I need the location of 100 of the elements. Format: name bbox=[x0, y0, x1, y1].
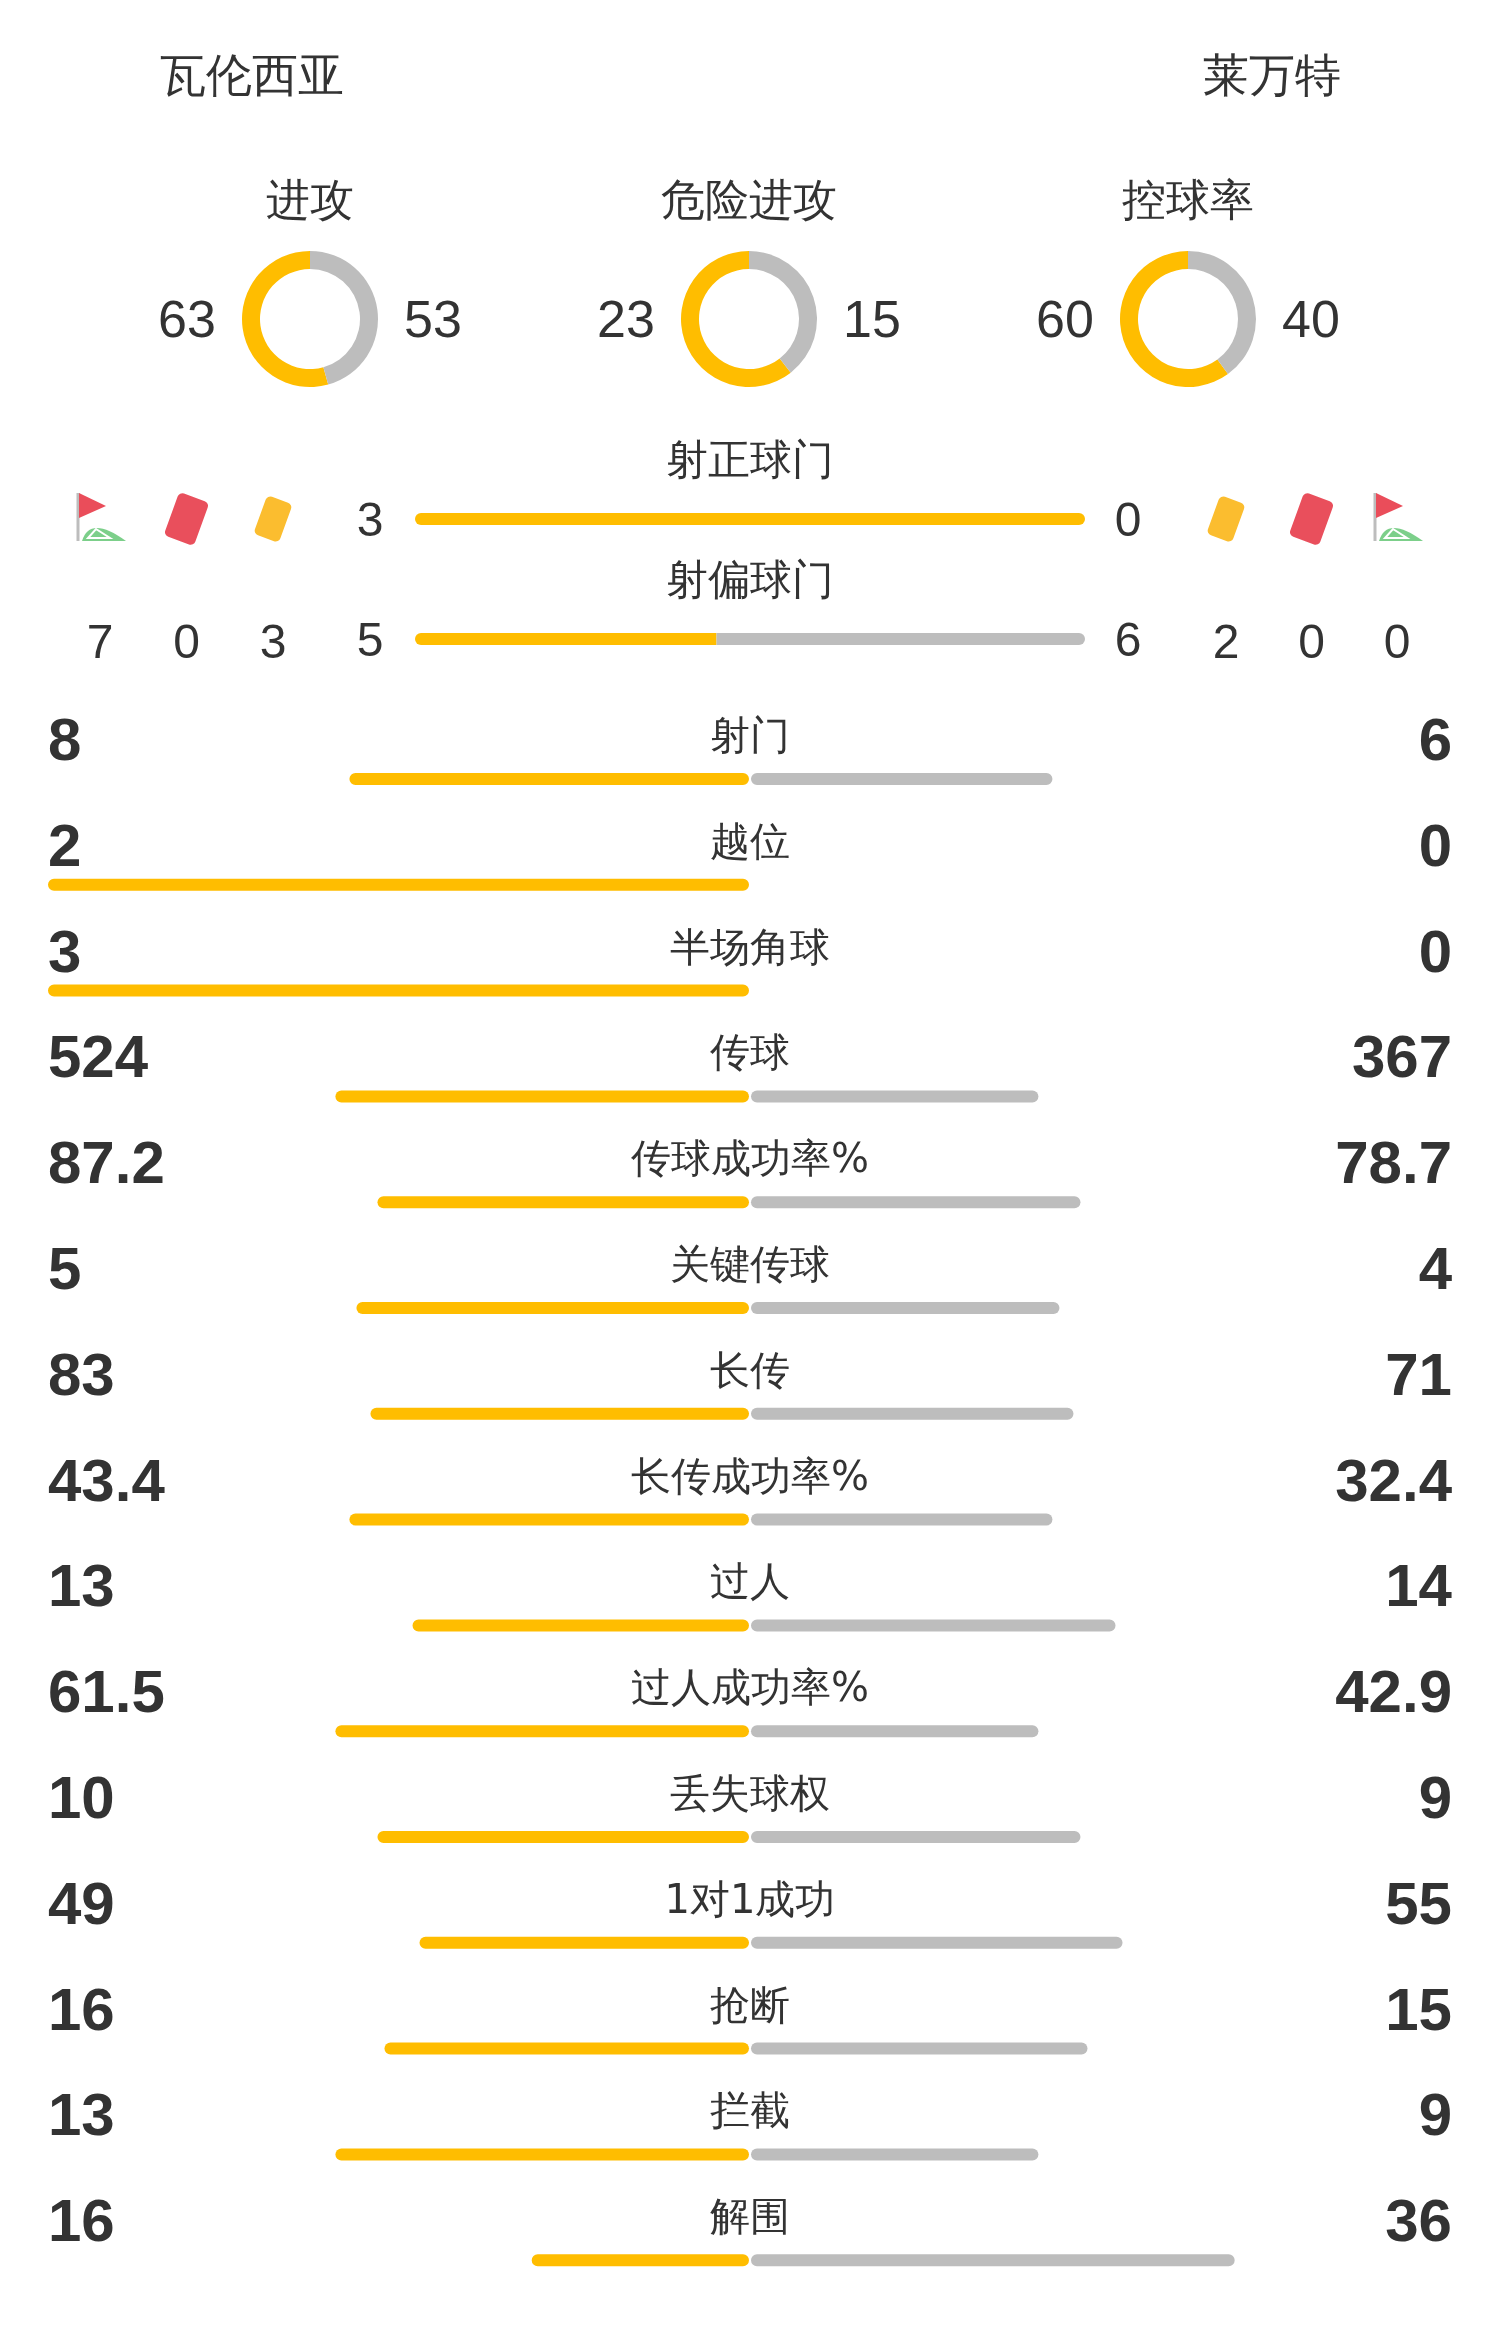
bar bbox=[377, 1831, 749, 1843]
text: 7 bbox=[86, 614, 114, 668]
donut-slice bbox=[1120, 251, 1228, 387]
donut-slice bbox=[242, 251, 329, 387]
text: 55 bbox=[1385, 1869, 1452, 1937]
y-tick-label: 关键传球 bbox=[670, 1241, 830, 1287]
text: 42.9 bbox=[1335, 1657, 1452, 1725]
bar bbox=[377, 1196, 749, 1209]
text: 4 bbox=[1418, 1234, 1453, 1302]
annotation: 49 bbox=[48, 1869, 115, 1937]
bar bbox=[751, 1725, 1039, 1738]
text: 71 bbox=[1385, 1340, 1452, 1408]
annotation: 3 bbox=[48, 917, 82, 985]
annotation: 2 bbox=[48, 811, 82, 879]
bar bbox=[412, 1619, 749, 1632]
data-label: 53 bbox=[404, 290, 462, 348]
y-tick-label: 长传成功率% bbox=[630, 1452, 870, 1499]
y-tick-label: 丢失球权 bbox=[670, 1770, 830, 1816]
bar bbox=[335, 2148, 749, 2161]
text: 3 bbox=[259, 614, 287, 668]
chart-title: 控球率 bbox=[1122, 173, 1254, 225]
bar bbox=[751, 1513, 1053, 1526]
text: 0 bbox=[1418, 917, 1452, 985]
donut-slice bbox=[310, 251, 378, 385]
data-label: 40 bbox=[1282, 290, 1340, 348]
text: 6 bbox=[1114, 612, 1142, 666]
donut-slice bbox=[749, 251, 817, 373]
y-tick-label: 1对1成功 bbox=[664, 1875, 836, 1922]
y-tick-label: 抢断 bbox=[710, 1981, 790, 2028]
bar bbox=[751, 1407, 1074, 1420]
bar bbox=[751, 2042, 1088, 2055]
y-tick-label: 传球成功率% bbox=[630, 1135, 870, 1182]
text: 0 bbox=[1418, 811, 1452, 879]
text: 瓦伦西亚 bbox=[160, 48, 344, 102]
data-label: 60 bbox=[1036, 290, 1094, 348]
data-label: 63 bbox=[158, 290, 216, 348]
text: 9 bbox=[1418, 2080, 1452, 2148]
bar bbox=[356, 1302, 749, 1314]
y-tick-label: 解围 bbox=[710, 2193, 790, 2240]
bar bbox=[349, 1513, 749, 1526]
data-label: 23 bbox=[597, 290, 655, 348]
text: 2 bbox=[1212, 614, 1240, 668]
bar bbox=[335, 1090, 749, 1103]
annotation: 13 bbox=[48, 2080, 115, 2148]
text: 78.7 bbox=[1335, 1128, 1452, 1196]
bar bbox=[335, 1725, 749, 1738]
text: 6 bbox=[1418, 705, 1452, 773]
text: 0 bbox=[1298, 614, 1325, 668]
bar bbox=[419, 1936, 749, 1949]
data-label: 15 bbox=[843, 290, 901, 348]
bar bbox=[751, 1196, 1081, 1209]
y-tick-label: 越位 bbox=[710, 817, 790, 864]
annotation: 5 bbox=[48, 1234, 82, 1302]
annotation: 83 bbox=[48, 1340, 115, 1408]
annotation: 8 bbox=[48, 705, 82, 773]
text: 0 bbox=[1383, 614, 1411, 668]
text: 3 bbox=[356, 492, 384, 546]
y-tick-label: 传球 bbox=[710, 1029, 790, 1076]
bar bbox=[370, 1407, 749, 1420]
donut-slice bbox=[681, 251, 791, 387]
bar bbox=[384, 2042, 749, 2055]
text: 14 bbox=[1385, 1551, 1453, 1619]
y-tick-label: 长传 bbox=[710, 1346, 790, 1393]
y-tick-label: 半场角球 bbox=[670, 923, 830, 970]
y-tick-label: 过人 bbox=[710, 1558, 790, 1605]
text: 36 bbox=[1385, 2186, 1452, 2254]
bar bbox=[751, 1831, 1081, 1843]
annotation: 16 bbox=[48, 1975, 115, 2043]
text: 367 bbox=[1351, 1022, 1452, 1090]
y-tick-label: 过人成功率% bbox=[630, 1664, 870, 1711]
annotation: 43.4 bbox=[48, 1446, 166, 1514]
text: 32.4 bbox=[1335, 1446, 1453, 1514]
y-tick-label: 射门 bbox=[710, 712, 790, 758]
text: 5 bbox=[356, 612, 384, 666]
y-tick-label: 射偏球门 bbox=[666, 554, 834, 604]
text: 9 bbox=[1418, 1763, 1452, 1831]
bar bbox=[751, 1302, 1060, 1314]
text: 0 bbox=[173, 614, 200, 668]
bar bbox=[751, 1619, 1116, 1632]
annotation: 61.5 bbox=[48, 1657, 165, 1725]
bar bbox=[751, 1090, 1039, 1103]
text: 莱万特 bbox=[1203, 48, 1341, 102]
chart-title: 进攻 bbox=[266, 173, 354, 225]
donut-slice bbox=[1188, 251, 1256, 375]
bar bbox=[751, 773, 1053, 785]
annotation: 10 bbox=[48, 1763, 115, 1831]
bar bbox=[751, 1936, 1123, 1949]
bar bbox=[531, 2254, 749, 2267]
text: 15 bbox=[1385, 1975, 1452, 2043]
chart-title: 危险进攻 bbox=[661, 173, 837, 225]
bar bbox=[751, 2148, 1039, 2161]
annotation: 16 bbox=[48, 2186, 115, 2254]
bar bbox=[349, 773, 749, 785]
text: 0 bbox=[1114, 492, 1142, 546]
bar bbox=[751, 2254, 1235, 2267]
y-tick-label: 射正球门 bbox=[666, 434, 834, 484]
annotation: 87.2 bbox=[48, 1128, 165, 1196]
y-tick-label: 拦截 bbox=[710, 2087, 790, 2134]
annotation: 13 bbox=[48, 1551, 115, 1619]
annotation: 524 bbox=[48, 1022, 149, 1090]
